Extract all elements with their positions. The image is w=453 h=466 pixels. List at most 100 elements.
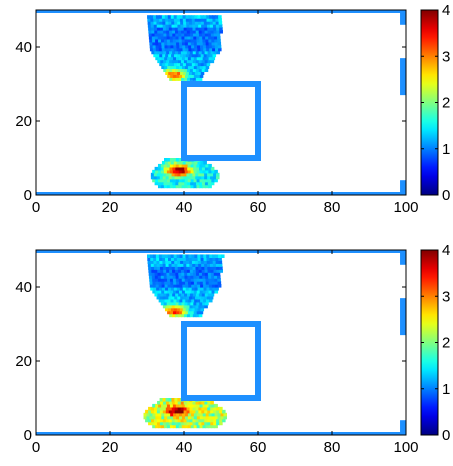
heat-cell xyxy=(166,35,171,40)
heat-cell xyxy=(176,56,180,61)
colorbar-tick-label: 1 xyxy=(442,141,450,158)
heat-cell xyxy=(172,424,177,429)
heat-cell xyxy=(206,284,210,288)
heat-cell xyxy=(177,175,182,180)
heat-cell xyxy=(223,412,227,417)
heat-cell xyxy=(190,310,195,315)
heat-cell xyxy=(190,301,194,306)
heat-cell xyxy=(215,47,219,52)
heat-cell xyxy=(205,424,210,429)
heat-cell xyxy=(202,278,207,282)
heat-cell xyxy=(192,400,197,405)
heat-cell xyxy=(166,424,171,429)
heat-cell xyxy=(172,50,176,55)
heat-cell xyxy=(192,295,196,300)
heat-cell xyxy=(167,281,171,285)
heat-cell xyxy=(168,175,173,180)
heat-cell xyxy=(213,421,217,426)
heat-cell xyxy=(155,56,159,61)
heat-cell xyxy=(204,181,209,186)
heat-cell xyxy=(168,24,173,28)
colorbar-tick-label: 2 xyxy=(442,95,450,112)
heat-cell xyxy=(160,272,165,276)
heat-cell xyxy=(190,272,194,276)
heat-cell xyxy=(175,403,180,408)
heat-cell xyxy=(173,56,177,61)
heat-cell xyxy=(195,418,199,423)
heat-cell xyxy=(200,21,205,25)
heat-cell xyxy=(164,47,169,52)
heat-cell xyxy=(159,260,163,264)
heat-cell xyxy=(169,184,174,189)
heat-cell xyxy=(171,304,176,309)
heat-cell xyxy=(206,287,211,291)
heat-cell xyxy=(193,166,197,171)
heat-cell xyxy=(170,281,174,285)
colorbar-tick-label: 4 xyxy=(442,2,450,19)
heat-cell xyxy=(149,281,154,285)
heat-cell xyxy=(172,403,177,408)
heat-cell xyxy=(199,41,204,46)
heat-cell xyxy=(192,418,196,423)
heat-cell xyxy=(173,287,178,291)
heat-cell xyxy=(174,172,179,177)
heat-cell xyxy=(157,269,161,273)
heat-cell xyxy=(174,71,178,75)
heat-cell xyxy=(221,254,225,258)
heat-cell xyxy=(185,307,190,312)
heat-cell xyxy=(210,400,214,405)
heat-cell xyxy=(159,18,163,22)
heat-cell xyxy=(153,257,157,261)
heat-cell xyxy=(166,32,170,37)
heat-cell xyxy=(190,32,194,37)
heat-cell xyxy=(193,169,198,174)
heat-cell xyxy=(163,178,168,183)
heat-cell xyxy=(173,298,178,303)
heat-cell xyxy=(156,263,161,267)
heat-cell xyxy=(213,269,218,273)
heat-cell xyxy=(197,44,201,49)
heat-cell xyxy=(156,287,160,291)
heat-cell xyxy=(155,178,159,183)
heat-cell xyxy=(162,27,167,31)
heat-cell xyxy=(184,178,189,183)
heat-cell xyxy=(213,272,218,276)
heat-cell xyxy=(196,56,201,61)
heat-cell xyxy=(178,178,183,183)
heat-cell xyxy=(168,400,173,405)
heat-cell xyxy=(164,278,168,282)
heat-cell xyxy=(180,29,185,34)
heat-cell xyxy=(178,310,183,315)
heat-cell xyxy=(187,41,192,46)
heat-cell xyxy=(195,32,200,37)
heat-cell xyxy=(218,15,222,19)
heat-cell xyxy=(201,175,205,180)
heat-cell xyxy=(188,257,193,261)
heat-cell xyxy=(201,266,205,270)
heat-cell xyxy=(173,254,178,258)
heat-cell xyxy=(180,409,185,414)
heat-cell xyxy=(176,307,181,312)
heat-cell xyxy=(205,415,210,420)
heat-cell xyxy=(184,412,189,417)
heat-cell xyxy=(196,35,200,40)
heat-cell xyxy=(184,169,189,174)
heat-cell xyxy=(193,178,198,183)
heat-cell xyxy=(205,169,209,174)
heat-cell xyxy=(198,27,202,31)
heat-cell xyxy=(219,406,223,411)
heat-cell xyxy=(176,289,180,294)
heat-cell xyxy=(209,295,214,300)
heat-cell xyxy=(216,272,221,276)
heat-cell xyxy=(163,166,168,171)
x-tick-label: 60 xyxy=(250,199,267,216)
heat-cell xyxy=(155,289,159,294)
heat-cell xyxy=(161,281,165,285)
heat-cell xyxy=(199,65,204,70)
heat-cell xyxy=(164,281,168,285)
heat-cell xyxy=(160,292,164,297)
heat-cell xyxy=(149,254,154,258)
heat-cell xyxy=(179,18,184,22)
heat-cell xyxy=(161,160,166,165)
